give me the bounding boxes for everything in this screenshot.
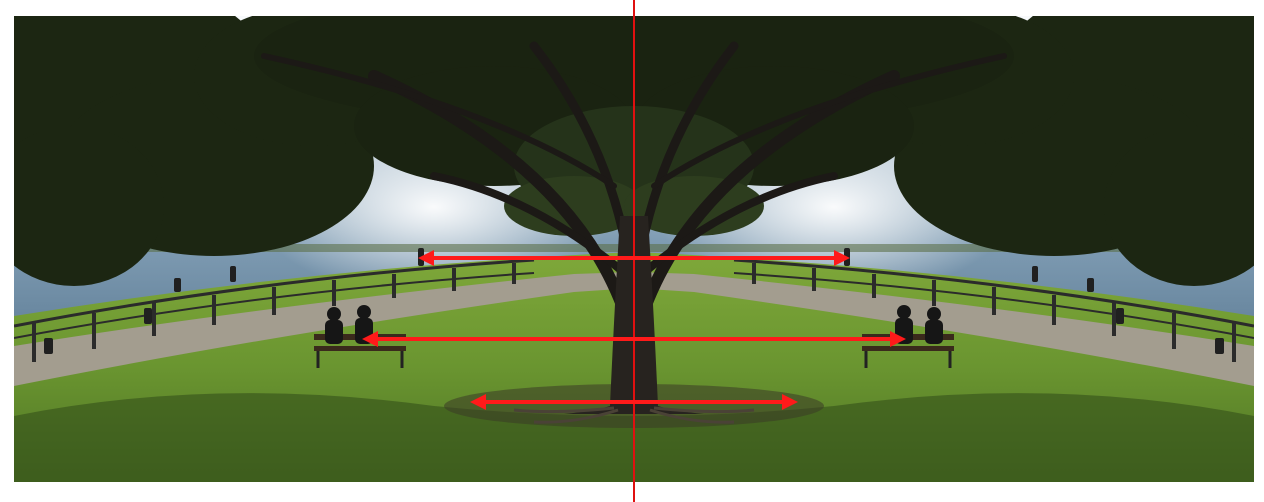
tree-roots	[513, 406, 755, 424]
left-tree-foliage	[14, 16, 434, 286]
photo-illustration	[14, 16, 1254, 482]
railing-posts-right	[752, 263, 1236, 362]
footpath	[14, 272, 1254, 386]
railing-left	[14, 258, 535, 339]
railing-posts-left	[32, 263, 516, 362]
railing-right	[733, 258, 1254, 339]
mirrored-park-photo	[14, 16, 1254, 482]
